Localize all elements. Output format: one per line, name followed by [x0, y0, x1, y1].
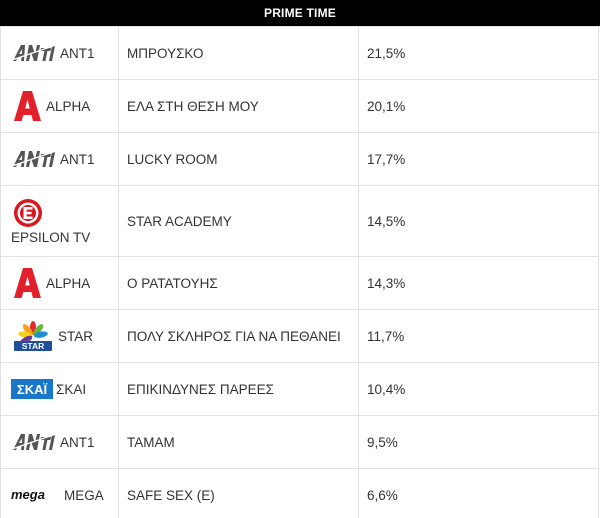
channel-cell: ALPHA [0, 79, 119, 133]
epsilon-logo-icon [11, 198, 45, 228]
skai-logo-icon: ΣΚΑΪ [11, 379, 53, 399]
channel-cell: STAR STAR [0, 309, 119, 363]
ratings-table: ANT1 ΜΠΡΟΥΣΚΟ 21,5% ALPHA ΕΛΑ ΣΤΗ ΘΕΣΗ ΜΟΥ 20… [0, 26, 599, 518]
rating-share: 14,3% [358, 256, 599, 310]
channel-cell: ΣΚΑΪ ΣΚΑΙ [0, 362, 119, 416]
channel-cell: ANT1 [0, 415, 119, 469]
show-title: ΜΠΡΟΥΣΚΟ [118, 26, 359, 80]
table-row: EPSILON TV STAR ACADEMY 14,5% [0, 185, 599, 257]
table-row: ANT1 ΤΑΜΑΜ 9,5% [0, 415, 599, 469]
channel-name: ALPHA [46, 98, 91, 114]
mega-logo-icon: mega [11, 488, 61, 502]
channel-name: STAR [58, 328, 94, 344]
rating-share: 14,5% [358, 185, 599, 257]
channel-name: ANT1 [60, 151, 95, 167]
channel-name: ANT1 [60, 434, 95, 450]
channel-cell: ALPHA [0, 256, 119, 310]
channel-name: ΣΚΑΙ [56, 381, 87, 397]
rating-share: 17,7% [358, 132, 599, 186]
show-title: ΕΛΑ ΣΤΗ ΘΕΣΗ ΜΟΥ [118, 79, 359, 133]
show-title: ΕΠΙΚΙΝΔΥΝΕΣ ΠΑΡΕΕΣ [118, 362, 359, 416]
table-row: mega MEGA SAFE SEX (E) 6,6% [0, 468, 599, 518]
channel-cell: ANT1 [0, 26, 119, 80]
show-title: STAR ACADEMY [118, 185, 359, 257]
svg-text:mega: mega [11, 488, 45, 502]
rating-share: 21,5% [358, 26, 599, 80]
channel-cell: mega MEGA [0, 468, 119, 518]
channel-cell: ANT1 [0, 132, 119, 186]
channel-name: ALPHA [46, 275, 91, 291]
star-logo-icon: STAR [11, 320, 55, 352]
show-title: ΤΑΜΑΜ [118, 415, 359, 469]
rating-share: 20,1% [358, 79, 599, 133]
svg-text:ΣΚΑΪ: ΣΚΑΪ [17, 382, 48, 397]
rating-share: 9,5% [358, 415, 599, 469]
show-title: ΠΟΛΥ ΣΚΛΗΡΟΣ ΓΙΑ ΝΑ ΠΕΘΑΝΕΙ [118, 309, 359, 363]
table-row: ANT1 LUCKY ROOM 17,7% [0, 132, 599, 186]
show-title: LUCKY ROOM [118, 132, 359, 186]
channel-name: ANT1 [60, 45, 95, 61]
table-header: PRIME TIME [0, 0, 600, 26]
channel-cell: EPSILON TV [0, 185, 119, 257]
ant1-logo-icon [11, 432, 57, 452]
rating-share: 6,6% [358, 468, 599, 518]
alpha-logo-icon [11, 89, 43, 123]
ant1-logo-icon [11, 43, 57, 63]
table-row: ALPHA ΕΛΑ ΣΤΗ ΘΕΣΗ ΜΟΥ 20,1% [0, 79, 599, 133]
show-title: Ο ΡΑΤΑΤΟΥΗΣ [118, 256, 359, 310]
table-row: ALPHA Ο ΡΑΤΑΤΟΥΗΣ 14,3% [0, 256, 599, 310]
svg-text:STAR: STAR [22, 341, 45, 351]
alpha-logo-icon [11, 266, 43, 300]
table-row: STAR STAR ΠΟΛΥ ΣΚΛΗΡΟΣ ΓΙΑ ΝΑ ΠΕΘΑΝΕΙ 11,7% [0, 309, 599, 363]
rating-share: 10,4% [358, 362, 599, 416]
show-title: SAFE SEX (E) [118, 468, 359, 518]
rating-share: 11,7% [358, 309, 599, 363]
channel-name: EPSILON TV [11, 229, 91, 245]
table-row: ΣΚΑΪ ΣΚΑΙ ΕΠΙΚΙΝΔΥΝΕΣ ΠΑΡΕΕΣ 10,4% [0, 362, 599, 416]
channel-name: MEGA [64, 487, 104, 503]
table-row: ANT1 ΜΠΡΟΥΣΚΟ 21,5% [0, 26, 599, 80]
ant1-logo-icon [11, 149, 57, 169]
